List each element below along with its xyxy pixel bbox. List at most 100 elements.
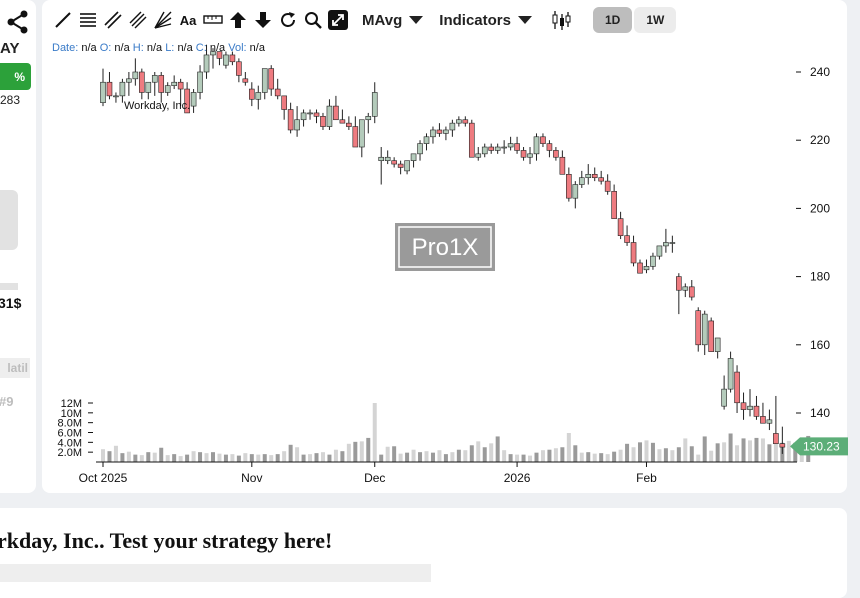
volume-bar bbox=[644, 440, 649, 462]
volume-bar bbox=[430, 452, 435, 462]
volume-bar bbox=[152, 452, 157, 462]
volume-bar bbox=[760, 438, 765, 462]
measure-tool-icon[interactable] bbox=[202, 9, 224, 31]
candle-body bbox=[462, 119, 469, 124]
volume-bar bbox=[204, 453, 209, 462]
volume-bar bbox=[340, 451, 345, 462]
action-button[interactable] bbox=[0, 190, 18, 250]
candle-body bbox=[572, 184, 579, 199]
volume-bar bbox=[573, 445, 578, 462]
refresh-icon[interactable] bbox=[277, 9, 299, 31]
volume-bar bbox=[320, 452, 325, 462]
arrow-down-icon[interactable] bbox=[252, 9, 274, 31]
tab-volatility-label: latil bbox=[7, 361, 28, 375]
timeframe-1d-button[interactable]: 1D bbox=[592, 7, 633, 33]
volume-bar bbox=[327, 454, 332, 462]
candle-body bbox=[164, 85, 171, 93]
candle-body bbox=[397, 163, 404, 168]
candle-body bbox=[177, 81, 184, 90]
volume-bar bbox=[282, 451, 287, 462]
volume-bar bbox=[715, 443, 720, 462]
candle-body bbox=[456, 119, 462, 124]
low-value: n/a bbox=[177, 42, 193, 54]
stat-value: 283 bbox=[0, 93, 21, 107]
volume-bar bbox=[722, 442, 727, 462]
parallel-channel-icon[interactable] bbox=[127, 9, 149, 31]
timeframe-1w-button[interactable]: 1W bbox=[634, 7, 677, 33]
candle-body bbox=[339, 119, 346, 124]
open-value: n/a bbox=[114, 42, 130, 54]
volume-bar bbox=[126, 451, 131, 462]
volume-bar bbox=[579, 452, 584, 462]
text-tool-icon[interactable]: Aa bbox=[177, 9, 199, 31]
price-chart[interactable]: 240 220 200 180 160 140 Oct 2025 Nov Dec 2026 Feb… bbox=[0, 0, 860, 493]
candle-body bbox=[650, 255, 656, 267]
last-price-label: 130.23 bbox=[803, 439, 840, 453]
fan-tool-icon[interactable] bbox=[152, 9, 174, 31]
volume-bar bbox=[113, 445, 118, 462]
volume-bar bbox=[178, 456, 183, 462]
candle-body bbox=[701, 313, 708, 346]
volume-bar bbox=[566, 432, 571, 462]
candle-body bbox=[326, 105, 333, 127]
candle-body bbox=[533, 136, 540, 155]
ray-tool-icon[interactable] bbox=[102, 9, 124, 31]
watermark-logo: Pro1X bbox=[395, 223, 495, 271]
strategy-input[interactable] bbox=[0, 564, 431, 582]
volume-bar bbox=[540, 450, 545, 462]
candle-body bbox=[378, 156, 385, 161]
candle-body bbox=[197, 71, 203, 93]
candle-body bbox=[624, 235, 630, 243]
volume-bar bbox=[288, 444, 293, 462]
volume-bar bbox=[469, 445, 474, 462]
rank-label: #9 bbox=[0, 394, 14, 409]
candle-body bbox=[417, 143, 423, 155]
candle-body bbox=[753, 405, 760, 417]
candle-body bbox=[553, 150, 559, 158]
last-price-tag: 130.23 bbox=[790, 437, 848, 456]
expand-icon[interactable] bbox=[327, 9, 349, 31]
candle-body bbox=[423, 136, 430, 144]
candle-body bbox=[578, 177, 585, 185]
x-axis-tick-label: Oct 2025 bbox=[79, 471, 128, 485]
share-icon[interactable] bbox=[4, 8, 32, 36]
candle-body bbox=[223, 54, 229, 66]
chart-type-icon[interactable] bbox=[550, 9, 572, 31]
candle-body bbox=[268, 68, 275, 90]
volume-bar bbox=[146, 452, 151, 462]
zoom-icon[interactable] bbox=[302, 9, 324, 31]
candle-body bbox=[708, 320, 714, 352]
high-key: H: bbox=[132, 42, 144, 54]
volume-bar bbox=[191, 451, 196, 462]
candle-body bbox=[151, 75, 158, 83]
volume-bar bbox=[314, 453, 319, 462]
tab-volatility[interactable]: latil bbox=[0, 358, 30, 378]
candle-body bbox=[449, 122, 456, 131]
candle-body bbox=[171, 81, 177, 86]
mavg-dropdown[interactable]: MAvg bbox=[362, 12, 424, 29]
horizontal-lines-icon[interactable] bbox=[77, 9, 99, 31]
volume-bar bbox=[450, 452, 455, 462]
volume-bar bbox=[243, 453, 248, 462]
candle-body bbox=[294, 119, 300, 131]
candle-body bbox=[766, 419, 773, 424]
volume-bar bbox=[670, 450, 675, 462]
close-value: n/a bbox=[209, 42, 226, 54]
volume-bar bbox=[217, 453, 222, 462]
candle-body bbox=[695, 310, 702, 346]
candle-body bbox=[346, 122, 352, 127]
open-key: O: bbox=[99, 42, 112, 54]
volume-axis-tick-label: 4.0M bbox=[58, 437, 82, 449]
candle-body bbox=[546, 143, 553, 151]
candle-body bbox=[261, 68, 268, 93]
x-axis-tick-label: Nov bbox=[241, 471, 262, 485]
arrow-up-icon[interactable] bbox=[227, 9, 249, 31]
candle-body bbox=[617, 218, 624, 236]
volume-bar bbox=[139, 455, 144, 462]
volume-axis-tick-label: 8.0M bbox=[58, 418, 82, 430]
volume-bar bbox=[101, 449, 105, 462]
line-tool-icon[interactable] bbox=[52, 9, 74, 31]
candle-body bbox=[747, 405, 753, 410]
volume-bar bbox=[308, 454, 313, 462]
indicators-dropdown[interactable]: Indicators bbox=[439, 12, 532, 29]
